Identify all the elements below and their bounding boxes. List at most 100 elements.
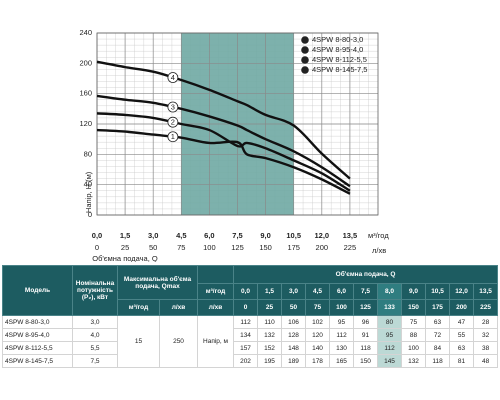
flow-l: 225 [473, 299, 499, 316]
y-tick-label: 0 [88, 210, 92, 219]
unit-l: л/хв [197, 299, 235, 316]
flow-l: 200 [449, 299, 475, 316]
head-value: 178 [305, 354, 331, 368]
curve [96, 94, 351, 188]
head-value: 152 [257, 341, 283, 355]
x-tick-label: 7,5 [232, 231, 242, 240]
curve-badge [167, 131, 179, 143]
head-value: 112 [329, 328, 355, 342]
head-value: 130 [329, 341, 355, 355]
legend-badge [301, 46, 309, 54]
x-tick-label: 13,5 [343, 231, 358, 240]
head-value: 110 [257, 315, 283, 329]
model: 4SPW 8-95-4,0 [2, 328, 73, 342]
curve-badge-label: 4 [171, 73, 175, 82]
head-value: 120 [305, 328, 331, 342]
flow-m3: 0,0 [233, 283, 259, 300]
flow-l: 25 [257, 299, 283, 316]
head-value: 96 [353, 315, 379, 329]
curve-badge [167, 116, 179, 128]
head-value: 48 [473, 354, 499, 368]
head-value: 32 [473, 328, 499, 342]
y-axis-label: Напір, Н (м) [84, 171, 93, 213]
flow-m3: 9,0 [401, 283, 427, 300]
y-tick-label: 200 [79, 58, 92, 67]
curve [96, 128, 351, 195]
flow-header: Об'ємна подача, Q [233, 265, 499, 284]
qmax-m3-unit: м³/год [117, 299, 160, 316]
head-value: 195 [257, 354, 283, 368]
flow-m3: 12,0 [449, 283, 475, 300]
head-value: 84 [425, 341, 451, 355]
x2-tick-label: 75 [177, 243, 185, 252]
flow-m3: 13,5 [473, 283, 499, 300]
x-tick-label: 9,0 [260, 231, 270, 240]
qmax-l: 250 [158, 315, 199, 368]
legend-badge-label: 4 [303, 65, 307, 74]
head-value: 95 [377, 328, 403, 342]
legend-badge [301, 36, 309, 44]
flow-l: 50 [281, 299, 307, 316]
head-value: 140 [305, 341, 331, 355]
legend-badge [301, 66, 309, 74]
head-label: Напір, м [197, 315, 235, 368]
head-value: 106 [281, 315, 307, 329]
curve [96, 60, 351, 180]
flow-m3: 6,0 [329, 283, 355, 300]
table-row: 4SPW 8-145-7,5 7,5 202 195 189 178 165 150 145 13… [2, 354, 499, 368]
y-tick-label: 160 [79, 89, 92, 98]
table-row: 4SPW 8-112-5,5 5,5 157 152 148 140 130 118 112 10… [2, 341, 499, 355]
table-row: 4SPW 8-80-3,0 3,0 15 250 Напір, м 112 110 106 10… [2, 315, 499, 368]
x2-unit: л/хв [372, 246, 386, 255]
x-tick-label: 1,5 [120, 231, 130, 240]
flow-m3: 1,5 [257, 283, 283, 300]
x2-tick-label: 50 [149, 243, 157, 252]
x-tick-label: 3,0 [148, 231, 158, 240]
head-value: 134 [233, 328, 259, 342]
x-tick-label: 12,0 [314, 231, 329, 240]
head-value: 80 [377, 315, 403, 329]
head-value: 118 [425, 354, 451, 368]
x2-tick-label: 175 [287, 243, 300, 252]
head-value: 91 [353, 328, 379, 342]
plot-frame [96, 32, 379, 216]
head-value: 202 [233, 354, 259, 368]
chart: 0 40 80 120 160 200 240 0,0 0 1,5 25 3,0 50 4,5 75 6,0 1… [79, 28, 389, 262]
head-value: 102 [305, 315, 331, 329]
y-tick-label: 240 [79, 28, 92, 37]
x-unit: м³/год [368, 231, 389, 240]
x2-tick-label: 100 [203, 243, 216, 252]
head-value: 81 [449, 354, 475, 368]
x-tick-label: 10,5 [286, 231, 301, 240]
model: 4SPW 8-80-3,0 [2, 315, 73, 329]
flow-l: 125 [353, 299, 379, 316]
flow-m3: 4,5 [305, 283, 331, 300]
x-axis-label: Об'ємна подача, Q [92, 254, 158, 262]
model-header: Модель [2, 265, 73, 316]
x2-tick-label: 25 [121, 243, 129, 252]
flow-l: 175 [425, 299, 451, 316]
power: 4,0 [72, 328, 118, 342]
table-row: 4SPW 8-95-4,0 4,0 134 132 128 120 112 91 95 88 72 5… [2, 328, 499, 342]
curve-badge-label: 3 [171, 102, 175, 111]
x-tick-label: 4,5 [176, 231, 186, 240]
power-header: Номінальна потужність (P₂), кВт [72, 265, 118, 316]
head-value: 100 [401, 341, 427, 355]
head-value: 128 [281, 328, 307, 342]
head-value: 118 [353, 341, 379, 355]
flow-l: 0 [233, 299, 259, 316]
head-value: 112 [377, 341, 403, 355]
head-value: 165 [329, 354, 355, 368]
legend-label: 4SPW 8-112-5,5 [312, 55, 367, 64]
head-value: 47 [449, 315, 475, 329]
legend-badge-label: 1 [303, 35, 307, 44]
head-value: 189 [281, 354, 307, 368]
power: 3,0 [72, 315, 118, 329]
legend-badge-label: 3 [303, 55, 307, 64]
x2-tick-label: 200 [316, 243, 329, 252]
spec-table: Модель Номінальна потужність (P₂), кВт Мак… [2, 265, 499, 368]
curve-badge-label: 1 [171, 132, 175, 141]
head-value: 38 [473, 341, 499, 355]
flow-l: 75 [305, 299, 331, 316]
